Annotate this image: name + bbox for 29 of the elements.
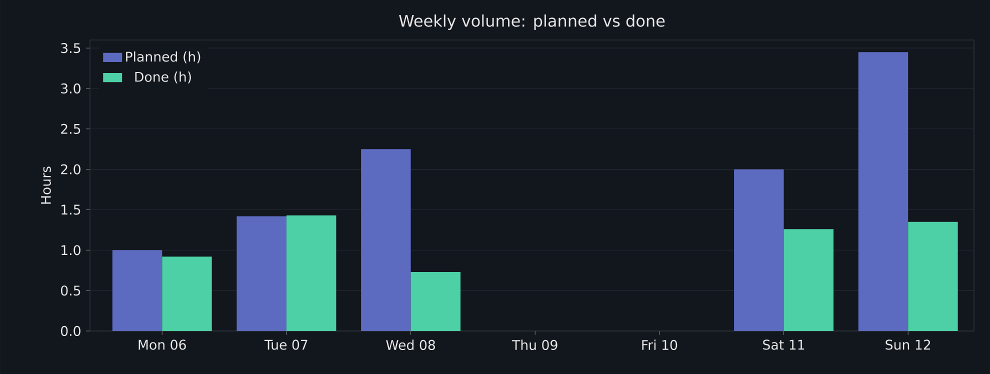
y-tick-label: 1.5 — [62, 204, 80, 215]
bar — [162, 256, 212, 331]
bar — [236, 216, 286, 331]
bar — [734, 169, 784, 331]
bar — [361, 149, 411, 331]
y-tick-label: 2.0 — [61, 164, 80, 174]
bar — [286, 215, 336, 331]
bar — [410, 272, 461, 331]
bar — [112, 250, 162, 331]
x-tick-label: Thu 09 — [512, 340, 558, 350]
chart-title: Weekly volume: planned vs done — [399, 14, 665, 30]
x-tick-label: Fri 10 — [642, 340, 678, 350]
bar — [858, 52, 908, 331]
y-tick-label: 3.0 — [61, 83, 80, 94]
legend-label: Done (h) — [135, 72, 191, 84]
x-tick-label: Mon 06 — [138, 340, 186, 350]
bar — [784, 229, 834, 331]
legend-label: Planned (h) — [126, 51, 200, 64]
y-tick-label: 0.0 — [60, 326, 80, 336]
y-axis-title: Hours — [41, 166, 51, 204]
x-tick-label: Tue 07 — [264, 340, 308, 350]
x-tick-label: Sun 12 — [886, 340, 930, 350]
y-tick-label: 3.5 — [61, 43, 80, 54]
y-tick-label: 1.0 — [62, 245, 80, 256]
x-tick-label: Wed 08 — [386, 340, 435, 350]
bar — [908, 222, 958, 331]
x-tick-label: Sat 11 — [763, 340, 804, 350]
y-tick-label: 2.5 — [61, 124, 80, 134]
y-tick-label: 0.5 — [60, 286, 80, 296]
